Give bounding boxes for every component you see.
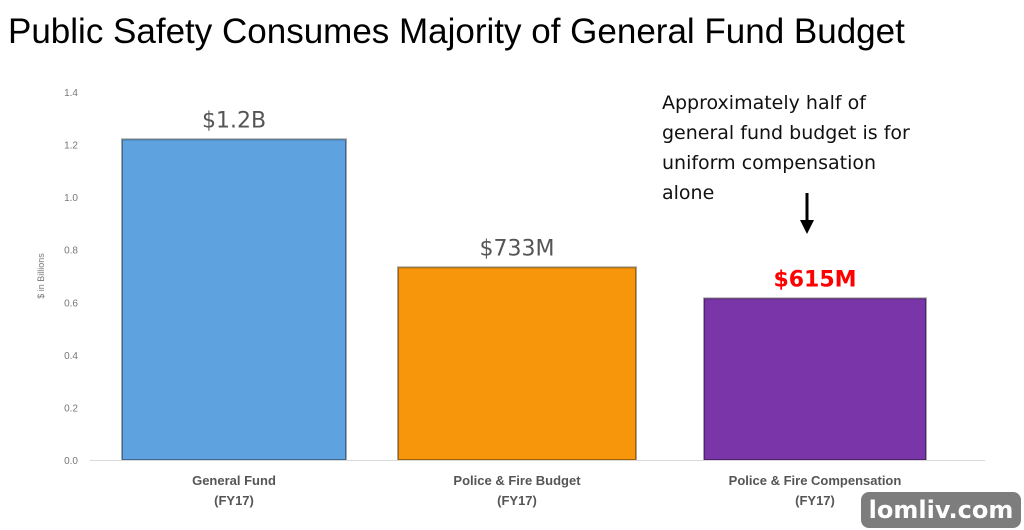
- x-tick-label: Police & Fire Compensation: [729, 473, 902, 488]
- bars: $1.2B General Fund (FY17) $733M Police & Fir…: [121, 108, 927, 508]
- y-tick-label: 0.8: [64, 246, 78, 257]
- y-tick-label: 1.4: [64, 88, 78, 99]
- data-label: $733M: [480, 236, 555, 261]
- y-axis: 0.0 0.2 0.4 0.6 0.8 1.0 1.2 1.4: [64, 88, 78, 467]
- bar: [703, 297, 927, 462]
- x-tick-label: General Fund: [192, 473, 276, 488]
- y-tick-label: 0.2: [64, 403, 78, 414]
- down-arrow-icon: [800, 193, 814, 234]
- y-tick-label: 1.2: [64, 141, 78, 152]
- y-axis-label: $ in Billions: [36, 253, 46, 299]
- x-tick-label-sub: (FY17): [497, 493, 537, 508]
- x-tick-label: Police & Fire Budget: [453, 473, 581, 488]
- bar: [121, 138, 347, 461]
- y-tick-label: 0.4: [64, 351, 78, 362]
- chart-title: Public Safety Consumes Majority of Gener…: [8, 12, 905, 51]
- x-tick-label-sub: (FY17): [214, 493, 254, 508]
- annotation-text: Approximately half of general fund budge…: [662, 92, 910, 204]
- x-tick-label-sub: (FY17): [795, 493, 835, 508]
- data-label: $1.2B: [202, 108, 266, 133]
- y-tick-label: 0.6: [64, 298, 78, 309]
- y-tick-label: 0.0: [64, 456, 78, 467]
- data-label: $615M: [773, 267, 856, 292]
- watermark: lomliv.com: [861, 492, 1021, 528]
- y-tick-label: 1.0: [64, 193, 78, 204]
- bar: [397, 266, 637, 461]
